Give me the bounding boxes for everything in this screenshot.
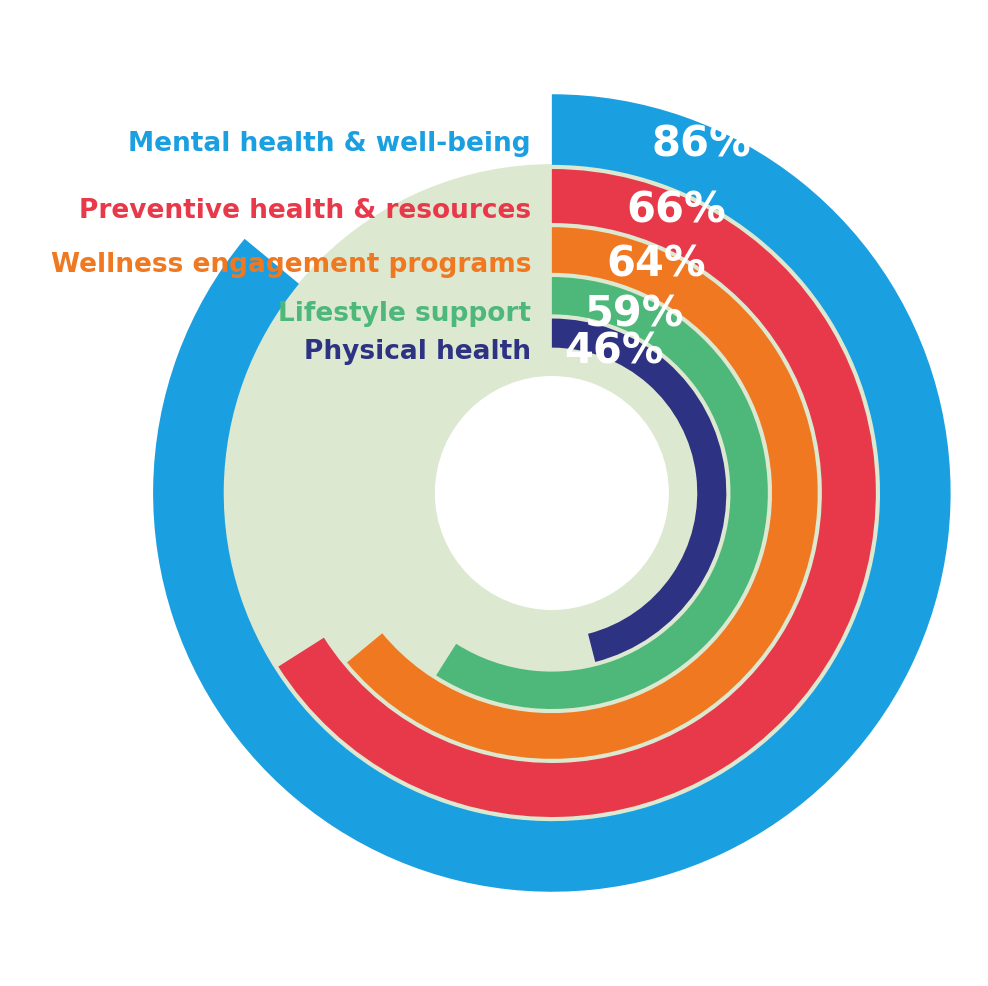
Text: 59%: 59%: [585, 294, 685, 335]
Text: Preventive health & resources: Preventive health & resources: [79, 197, 532, 224]
Wedge shape: [347, 227, 818, 759]
Text: Lifestyle support: Lifestyle support: [278, 302, 532, 327]
Text: 64%: 64%: [606, 244, 705, 286]
Wedge shape: [153, 95, 950, 891]
Wedge shape: [279, 169, 875, 817]
Text: 66%: 66%: [626, 189, 726, 232]
Circle shape: [436, 377, 668, 609]
Circle shape: [223, 165, 880, 821]
Text: Wellness engagement programs: Wellness engagement programs: [50, 251, 532, 277]
Text: 46%: 46%: [564, 330, 664, 373]
Wedge shape: [552, 318, 726, 662]
Text: 86%: 86%: [651, 123, 751, 165]
Wedge shape: [436, 277, 768, 709]
Text: Physical health: Physical health: [304, 339, 532, 365]
Text: Mental health & well-being: Mental health & well-being: [128, 131, 532, 157]
